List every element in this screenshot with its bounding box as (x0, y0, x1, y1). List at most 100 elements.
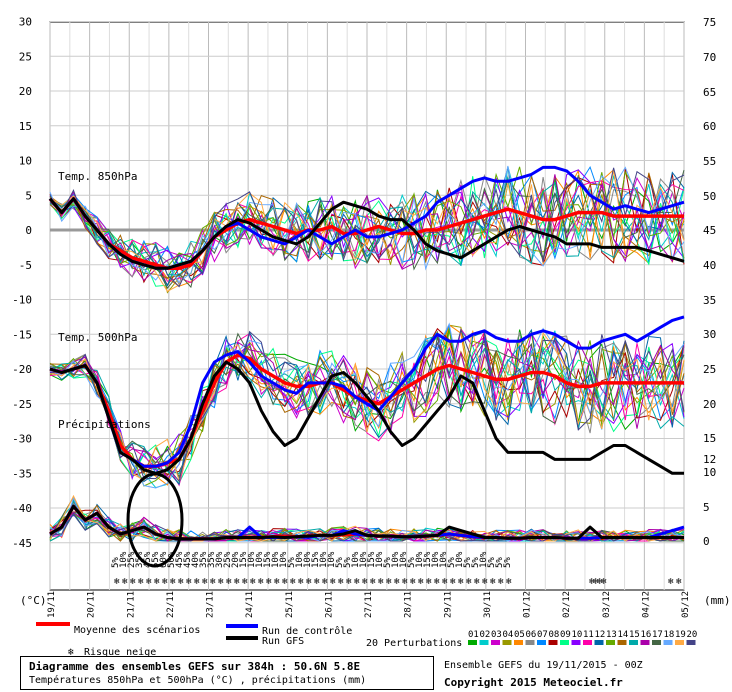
perturbation-number: 12 (595, 630, 606, 640)
x-tick-label: 30/11 (483, 591, 493, 618)
legend-perturbations-label: 20 Perturbations (366, 638, 462, 649)
chart-annotations: Temp. 850hPa Temp. 500hPa Précipitations (58, 170, 151, 431)
perturbation-number: 09 (560, 630, 571, 640)
snow-risk-icon: ❄ (146, 577, 152, 587)
series-line (49, 504, 684, 541)
snow-risk-icon: ❄ (178, 577, 184, 587)
snow-risk-percent: 10% (479, 551, 489, 568)
right-tick-label: 45 (703, 224, 716, 237)
snow-risk-percent: 5% (447, 557, 457, 568)
snow-risk-percent: 15% (367, 551, 377, 568)
x-tick-label: 02/12 (562, 591, 572, 618)
x-tick-label: 04/12 (641, 591, 651, 618)
snow-risk-icon: ❄ (450, 577, 456, 587)
snow-risk-icon: ❄ (490, 577, 496, 587)
right-tick-label: 30 (703, 328, 716, 341)
perturbation-swatch (560, 640, 569, 645)
snow-risk-icon: ❄ (114, 577, 120, 587)
snow-risk-icon: ❄ (226, 577, 232, 587)
snow-risk-icon: ❄ (130, 577, 136, 587)
snow-risk-icon: ❄ (282, 577, 288, 587)
snow-risk-percent: 35% (207, 551, 217, 568)
x-tick-label: 21/11 (126, 591, 136, 618)
left-tick-label: -45 (12, 537, 32, 550)
right-tick-label: 50 (703, 190, 716, 203)
right-tick-label: 40 (703, 259, 716, 272)
snow-risk-percent: 40% (191, 551, 201, 568)
snow-risk-icon: ❄ (506, 577, 512, 587)
snow-risk-icon: ❄ (186, 577, 192, 587)
legend: Moyenne des scénarios Run de contrôle Ru… (36, 622, 697, 656)
perturbation-number: 14 (618, 630, 629, 640)
perturbation-swatch (652, 640, 661, 645)
snow-risk-icon: ❄ (290, 577, 296, 587)
snow-risk-percent: 10% (391, 551, 401, 568)
snow-risk-icon: ❄ (410, 577, 416, 587)
perturbation-number: 11 (583, 630, 594, 640)
perturbation-swatches: 01 02 03 04 05 06 07 08 09 10 11 12 13 14 15 16 17 18 19 20 (468, 630, 697, 645)
perturbation-number: 20 (687, 630, 698, 640)
x-tick-label: 26/11 (324, 591, 334, 618)
snow-risk-icon: ❄ (498, 577, 504, 587)
left-tick-label: -30 (12, 433, 32, 446)
perturbation-line (49, 167, 685, 288)
snow-risk-icon: ❄ (306, 577, 312, 587)
snow-risk-icon: ❄ (434, 577, 440, 587)
perturbation-number: 19 (675, 630, 686, 640)
snow-risk-row: 5%❄10%❄25%❄35%❄45%❄55%❄60%❄50%❄45%❄45%❄4… (111, 551, 682, 587)
x-axis-ticks: 19/11 20/11 21/11 22/11 23/11 24/11 25/11 26/11… (47, 591, 691, 618)
snow-risk-percent: 5% (111, 557, 121, 568)
right-tick-label: 55 (703, 155, 716, 168)
snow-risk-icon: ❄ (601, 577, 607, 587)
snow-risk-percent: 5% (503, 557, 513, 568)
perturbation-number: 05 (514, 630, 525, 640)
right-tick-label: 35 (703, 294, 716, 307)
snow-risk-icon: ❄ (314, 577, 320, 587)
perturbation-swatch (663, 640, 673, 645)
snow-risk-percent: 20% (231, 551, 241, 568)
snow-risk-percent: 5% (471, 557, 481, 568)
left-tick-label: 20 (19, 85, 32, 98)
perturbation-line (49, 330, 685, 487)
left-tick-label: -5 (19, 259, 32, 272)
snow-risk-percent: 10% (247, 551, 257, 568)
snow-risk-icon: ❄ (466, 577, 472, 587)
perturbation-number: 16 (641, 630, 652, 640)
perturbation-line (49, 330, 685, 483)
snow-risk-percent: 10% (439, 551, 449, 568)
snow-risk-icon: ❄ (386, 577, 392, 587)
t850-annotation: Temp. 850hPa (58, 170, 137, 183)
snow-risk-icon: ❄ (597, 577, 603, 587)
snow-risk-icon: ❄ (418, 577, 424, 587)
perturbation-swatch (629, 640, 638, 645)
precip-annotation: Précipitations (58, 418, 151, 431)
perturbation-swatch (571, 640, 581, 645)
right-tick-label: 25 (703, 363, 716, 376)
perturbation-number: 01 (468, 630, 479, 640)
perturbation-line (49, 334, 685, 480)
x-tick-label: 24/11 (245, 591, 255, 618)
snow-risk-percent: 10% (415, 551, 425, 568)
snow-risk-percent: 5% (463, 557, 473, 568)
left-tick-label: 15 (19, 120, 32, 133)
left-tick-label: 25 (19, 50, 32, 63)
left-tick-label: -40 (12, 502, 32, 515)
right-tick-label: 65 (703, 86, 716, 99)
snow-risk-percent: 30% (215, 551, 225, 568)
snow-risk-percent: 10% (351, 551, 361, 568)
snow-risk-percent: 10% (279, 551, 289, 568)
snow-risk-percent: 15% (423, 551, 433, 568)
snow-risk-icon: ❄ (202, 577, 208, 587)
snow-risk-icon: ❄ (170, 577, 176, 587)
snow-risk-percent: 5% (495, 557, 505, 568)
right-tick-label: 10 (703, 466, 716, 479)
t500-annotation: Temp. 500hPa (58, 331, 137, 344)
perturbation-number: 17 (652, 630, 663, 640)
legend-mean-label: Moyenne des scénarios (74, 624, 200, 636)
snow-risk-percent: 25% (127, 551, 137, 568)
snow-risk-icon: ❄ (258, 577, 264, 587)
series-line (48, 196, 684, 270)
snow-risk-icon: ❄ (354, 577, 360, 587)
snow-risk-percent: 5% (407, 557, 417, 568)
